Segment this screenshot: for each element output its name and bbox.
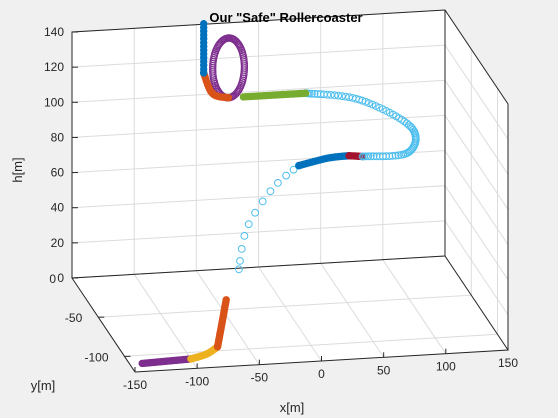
data-point [274, 179, 282, 187]
data-point [368, 100, 377, 109]
data-point [282, 171, 291, 180]
data-point [235, 265, 243, 274]
data-point [369, 152, 378, 161]
data-point [222, 296, 230, 304]
y-tick-label: -100 [84, 350, 108, 364]
z-tick-label: 120 [44, 60, 64, 74]
data-point [375, 103, 384, 112]
z-axis-label: h[m] [10, 157, 25, 182]
data-point [364, 152, 373, 161]
axes-backplanes [72, 10, 508, 372]
series-0 [138, 355, 195, 368]
tick-labels: -150 -100 -50 0 50 100 150-100-500 020406080100… [44, 25, 518, 392]
y-tick-label: -50 [65, 311, 83, 325]
chart-title: Our "Safe" Rollercoaster [209, 10, 362, 25]
data-point [385, 152, 394, 161]
data-point [258, 197, 267, 206]
data-point [289, 165, 298, 174]
data-point [388, 152, 397, 160]
series-3 [235, 161, 303, 274]
data-point [391, 151, 400, 160]
x-tick-label: 100 [436, 360, 456, 374]
z-tick-label: 0 [57, 271, 64, 285]
series-9 [199, 69, 233, 102]
series-6 [301, 89, 420, 161]
data-point [239, 93, 248, 101]
data-point [341, 92, 350, 101]
z-tick-label: 100 [44, 95, 64, 109]
x-tick-label: -50 [251, 371, 269, 385]
data-point [313, 90, 322, 98]
z-tick-label: 60 [51, 166, 65, 180]
x-tick-label: -150 [123, 378, 147, 392]
x-tick-label: -100 [185, 374, 209, 388]
z-tick-label: 20 [51, 236, 65, 250]
data-point [236, 257, 244, 265]
series-7 [239, 89, 310, 101]
z-tick-label: 140 [44, 25, 64, 39]
data-series [138, 20, 420, 368]
data-point [365, 99, 373, 107]
data-point [372, 152, 381, 161]
data-point [199, 20, 208, 28]
data-point [244, 220, 253, 229]
data-point [407, 146, 416, 154]
x-tick-label: 50 [377, 363, 391, 377]
data-point [394, 151, 403, 160]
data-point [237, 245, 246, 253]
data-point [362, 152, 370, 161]
x-tick-label: 150 [498, 356, 518, 370]
data-point [334, 91, 343, 100]
data-point [338, 92, 346, 100]
data-point [345, 93, 354, 102]
side-wall-plane [445, 10, 508, 350]
data-point [366, 152, 375, 161]
y-axis-label: y[m] [31, 378, 56, 393]
x-axis-label: x[m] [280, 400, 305, 415]
y-tick-label: 0 [49, 272, 56, 286]
z-tick-label: 80 [51, 130, 65, 144]
data-point [316, 90, 325, 99]
z-tick-label: 40 [51, 201, 65, 215]
series-2 [213, 296, 230, 351]
series-10 [199, 20, 208, 77]
data-point [266, 187, 275, 196]
x-tick-label: 0 [318, 367, 325, 381]
data-point [240, 232, 249, 240]
data-point [378, 105, 387, 114]
data-point [251, 208, 260, 217]
